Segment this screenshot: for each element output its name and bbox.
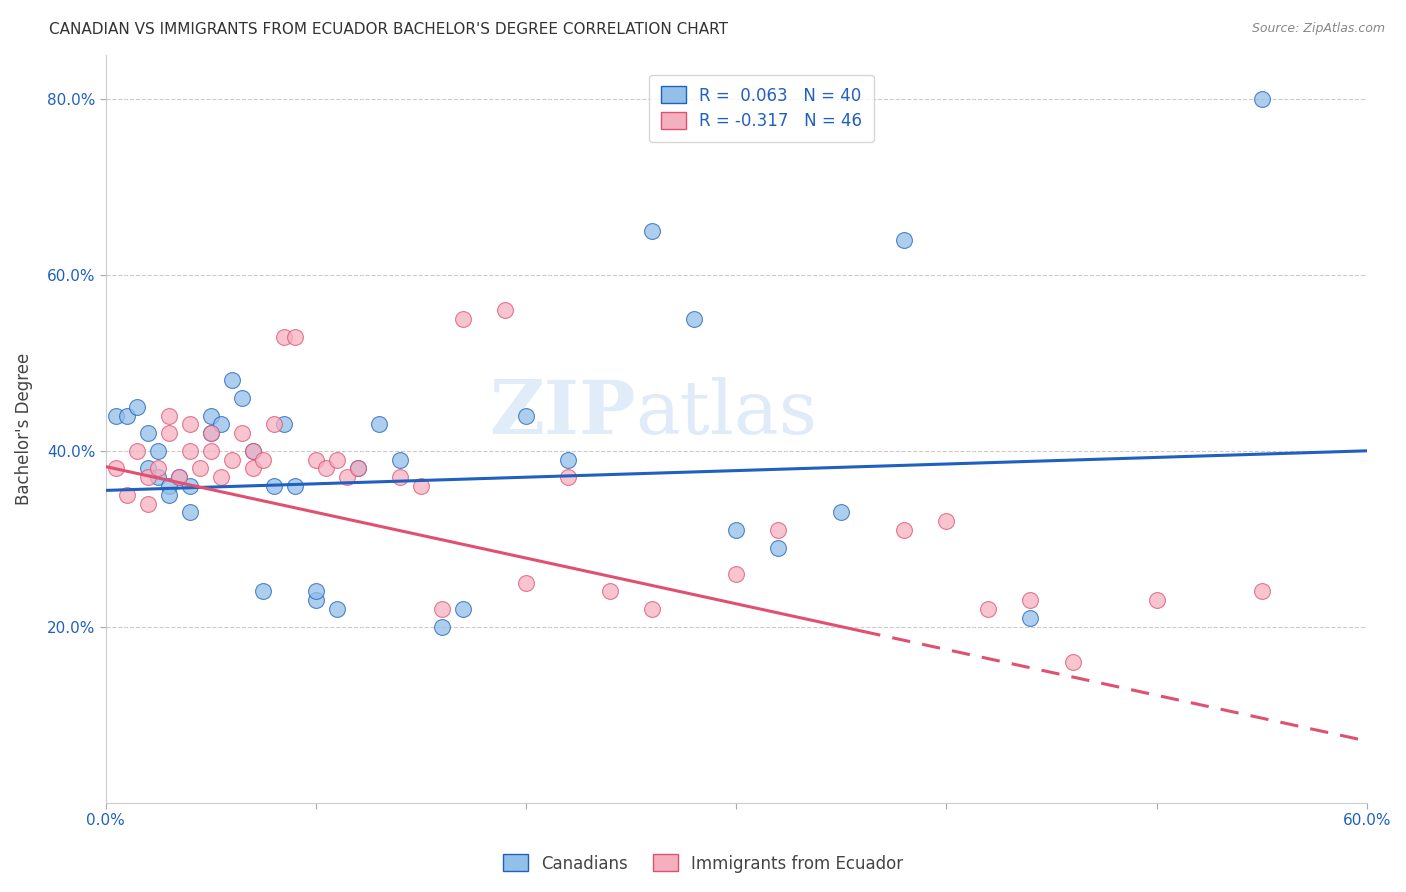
Point xyxy=(209,417,232,432)
Point xyxy=(127,443,149,458)
Point xyxy=(336,470,359,484)
Point xyxy=(935,514,957,528)
Text: CANADIAN VS IMMIGRANTS FROM ECUADOR BACHELOR'S DEGREE CORRELATION CHART: CANADIAN VS IMMIGRANTS FROM ECUADOR BACH… xyxy=(49,22,728,37)
Point xyxy=(557,470,579,484)
Point xyxy=(148,461,170,475)
Point xyxy=(389,452,412,467)
Point xyxy=(409,479,432,493)
Point xyxy=(305,593,328,607)
Point xyxy=(200,409,222,423)
Point xyxy=(284,479,307,493)
Point xyxy=(157,488,180,502)
Point xyxy=(179,479,201,493)
Point xyxy=(231,391,253,405)
Point xyxy=(1146,593,1168,607)
Point xyxy=(242,461,264,475)
Point xyxy=(557,452,579,467)
Point xyxy=(136,497,159,511)
Text: Source: ZipAtlas.com: Source: ZipAtlas.com xyxy=(1251,22,1385,36)
Point xyxy=(830,505,852,519)
Point xyxy=(305,452,328,467)
Point xyxy=(430,620,453,634)
Point xyxy=(221,452,243,467)
Point xyxy=(169,470,191,484)
Point xyxy=(200,443,222,458)
Point xyxy=(115,409,138,423)
Point xyxy=(515,575,537,590)
Point xyxy=(263,417,285,432)
Point xyxy=(893,523,915,537)
Point xyxy=(641,602,664,616)
Point xyxy=(893,233,915,247)
Point xyxy=(347,461,370,475)
Point xyxy=(252,452,274,467)
Point xyxy=(179,443,201,458)
Point xyxy=(315,461,337,475)
Point xyxy=(148,443,170,458)
Point xyxy=(148,470,170,484)
Point xyxy=(768,541,790,555)
Point xyxy=(768,523,790,537)
Point xyxy=(326,602,349,616)
Point xyxy=(209,470,232,484)
Point xyxy=(221,374,243,388)
Point xyxy=(725,566,748,581)
Point xyxy=(136,470,159,484)
Point xyxy=(430,602,453,616)
Point xyxy=(263,479,285,493)
Point xyxy=(200,426,222,441)
Point xyxy=(179,505,201,519)
Point xyxy=(284,329,307,343)
Point xyxy=(252,584,274,599)
Point xyxy=(127,400,149,414)
Y-axis label: Bachelor's Degree: Bachelor's Degree xyxy=(15,352,32,505)
Text: ZIP: ZIP xyxy=(489,377,636,450)
Point xyxy=(190,461,212,475)
Legend: Canadians, Immigrants from Ecuador: Canadians, Immigrants from Ecuador xyxy=(496,847,910,880)
Point xyxy=(1019,593,1042,607)
Point xyxy=(1250,92,1272,106)
Point xyxy=(231,426,253,441)
Point xyxy=(169,470,191,484)
Point xyxy=(273,417,295,432)
Point xyxy=(273,329,295,343)
Point xyxy=(136,426,159,441)
Point xyxy=(451,602,474,616)
Point xyxy=(451,312,474,326)
Point xyxy=(347,461,370,475)
Point xyxy=(242,443,264,458)
Point xyxy=(515,409,537,423)
Legend: R =  0.063   N = 40, R = -0.317   N = 46: R = 0.063 N = 40, R = -0.317 N = 46 xyxy=(650,75,875,142)
Point xyxy=(368,417,391,432)
Point xyxy=(725,523,748,537)
Point xyxy=(115,488,138,502)
Point xyxy=(1019,611,1042,625)
Point xyxy=(157,426,180,441)
Point xyxy=(977,602,1000,616)
Point xyxy=(179,417,201,432)
Point xyxy=(305,584,328,599)
Point xyxy=(389,470,412,484)
Point xyxy=(157,409,180,423)
Point xyxy=(242,443,264,458)
Point xyxy=(494,303,516,318)
Point xyxy=(1250,584,1272,599)
Point xyxy=(641,224,664,238)
Text: atlas: atlas xyxy=(636,377,817,450)
Point xyxy=(200,426,222,441)
Point xyxy=(1062,655,1084,669)
Point xyxy=(683,312,706,326)
Point xyxy=(136,461,159,475)
Point xyxy=(105,409,128,423)
Point xyxy=(326,452,349,467)
Point xyxy=(105,461,128,475)
Point xyxy=(157,479,180,493)
Point xyxy=(599,584,621,599)
